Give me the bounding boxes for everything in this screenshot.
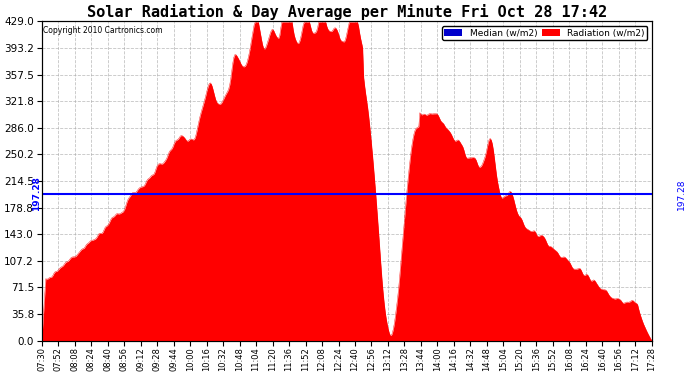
Legend: Median (w/m2), Radiation (w/m2): Median (w/m2), Radiation (w/m2) bbox=[442, 26, 647, 40]
Text: 197.28: 197.28 bbox=[32, 176, 41, 211]
Title: Solar Radiation & Day Average per Minute Fri Oct 28 17:42: Solar Radiation & Day Average per Minute… bbox=[87, 4, 607, 20]
Text: Copyright 2010 Cartronics.com: Copyright 2010 Cartronics.com bbox=[43, 26, 162, 35]
